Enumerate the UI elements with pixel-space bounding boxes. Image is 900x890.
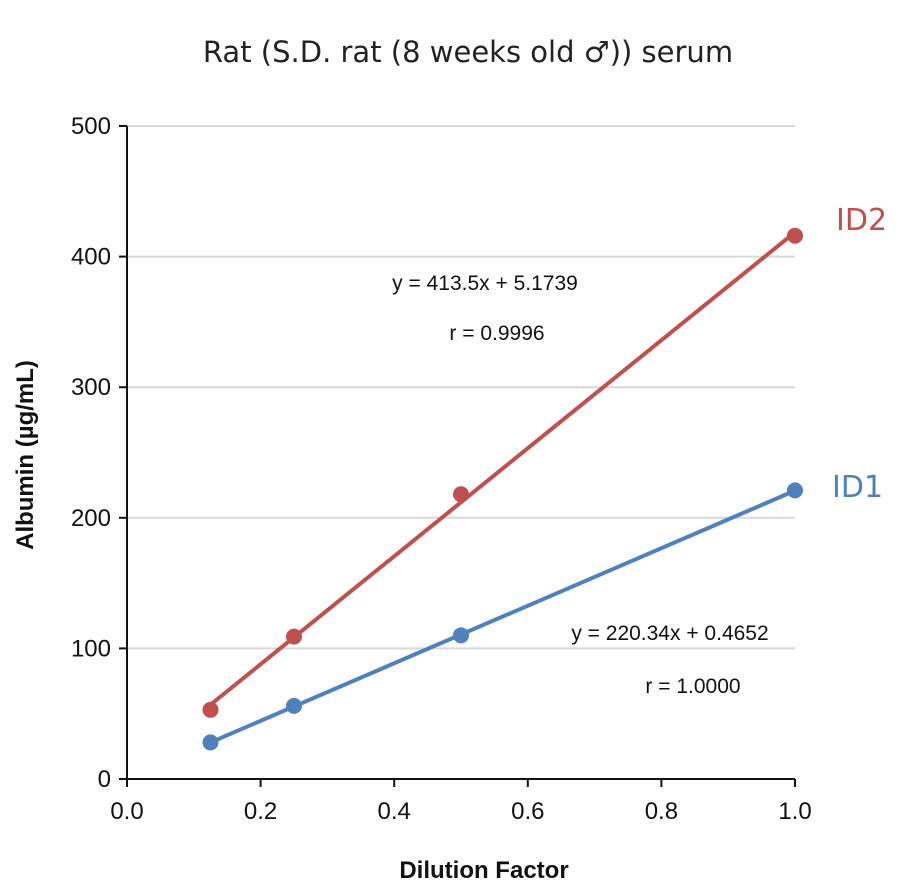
data-point-ID2 bbox=[453, 486, 469, 503]
y-tick-label: 0 bbox=[98, 766, 111, 793]
annotations: ID2 y = 413.5x + 5.1739 r = 0.9996 ID1 y = 2… bbox=[392, 203, 887, 698]
chart-title: Rat (S.D. rat (8 weeks old ♂)) serum bbox=[203, 35, 733, 69]
x-tick-label: 0.8 bbox=[645, 798, 678, 825]
x-tick-label: 0.4 bbox=[378, 798, 411, 825]
data-point-ID1 bbox=[787, 482, 803, 499]
correlation-ID2: r = 0.9996 bbox=[449, 322, 544, 345]
series-layer bbox=[202, 227, 803, 751]
data-point-ID2 bbox=[202, 701, 219, 718]
tick-labels: 0 100 200 300 400 500 0.0 0.2 0.4 0.6 0.8 1.0 bbox=[71, 113, 812, 825]
trendline-ID2 bbox=[209, 230, 797, 707]
data-point-ID1 bbox=[286, 697, 302, 714]
y-tick-label: 400 bbox=[71, 244, 111, 271]
x-tick-label: 0.6 bbox=[511, 798, 544, 825]
data-point-ID1 bbox=[202, 734, 219, 751]
y-tick-label: 100 bbox=[71, 635, 111, 662]
series-ID2 bbox=[202, 227, 803, 718]
trendline-ID1 bbox=[209, 488, 796, 745]
y-tick-label: 300 bbox=[71, 374, 111, 401]
series-label-ID2: ID2 bbox=[836, 203, 887, 238]
x-tick-label: 1.0 bbox=[778, 798, 811, 825]
y-tick-label: 200 bbox=[71, 505, 111, 532]
y-tick-label: 500 bbox=[71, 113, 111, 140]
x-tick-label: 0.2 bbox=[244, 798, 277, 825]
grid bbox=[127, 125, 795, 650]
data-point-ID2 bbox=[787, 227, 803, 244]
series-label-ID1: ID1 bbox=[832, 470, 883, 505]
x-axis-title: Dilution Factor bbox=[399, 857, 568, 884]
x-tick-label: 0.0 bbox=[110, 798, 143, 825]
y-axis-title: Albumin (µg/mL) bbox=[12, 360, 39, 550]
data-point-ID2 bbox=[286, 628, 302, 645]
trendline-equation-ID1: y = 220.34x + 0.4652 bbox=[571, 622, 768, 645]
axes bbox=[119, 125, 796, 787]
correlation-ID1: r = 1.0000 bbox=[645, 675, 740, 698]
data-point-ID1 bbox=[453, 627, 469, 644]
trendline-equation-ID2: y = 413.5x + 5.1739 bbox=[392, 272, 578, 295]
series-ID1 bbox=[202, 482, 803, 751]
